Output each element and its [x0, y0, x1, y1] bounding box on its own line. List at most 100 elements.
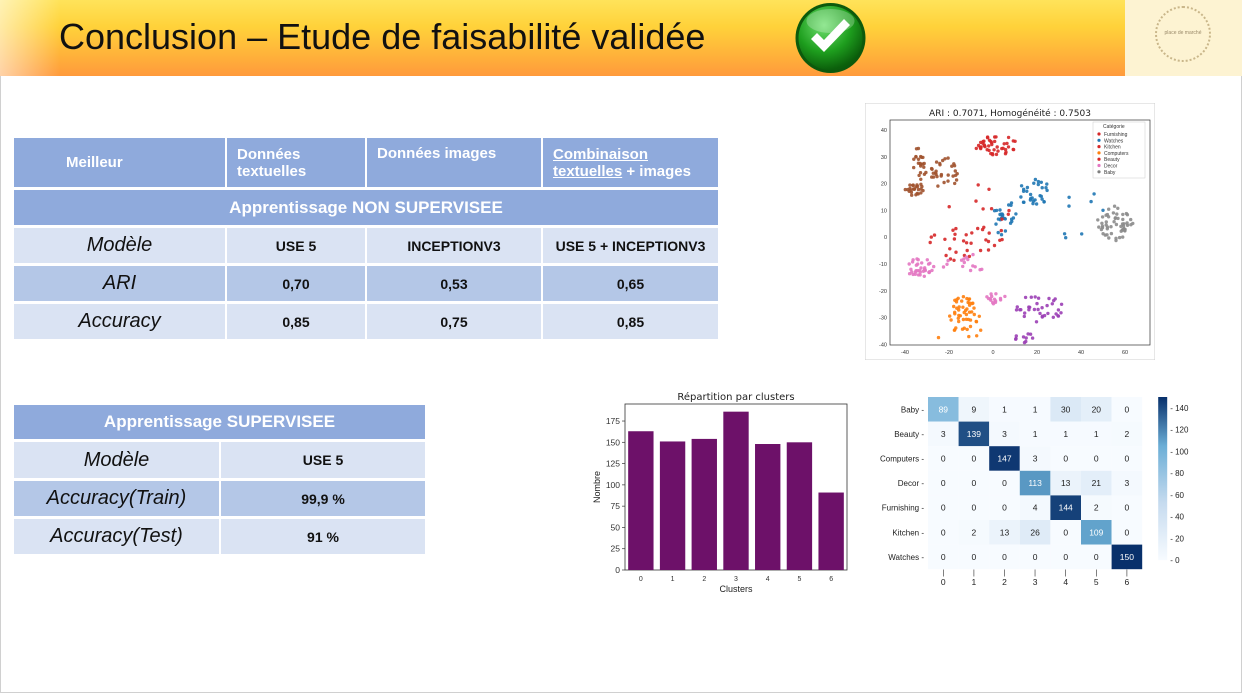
scatter-point — [1092, 192, 1096, 196]
heatmap-cell-value: 0 — [941, 552, 946, 562]
heatmap-cell-value: 3 — [1002, 429, 1007, 439]
scatter-point — [974, 146, 978, 151]
scatter-point — [982, 144, 987, 148]
heatmap-col-label: 1 — [972, 577, 977, 587]
logo-text: place de marché — [1164, 30, 1202, 36]
scatter-point — [961, 264, 965, 269]
heatmap-cell — [1019, 495, 1051, 520]
scatter-point — [998, 238, 1002, 242]
scatter-xtick: -20 — [945, 350, 953, 356]
scatter-point — [1080, 232, 1084, 236]
colorbar-tick-label: - 20 — [1170, 534, 1184, 543]
heatmap-col-label: 3 — [1033, 577, 1038, 587]
scatter-point — [1112, 204, 1117, 208]
scatter-point — [916, 258, 920, 262]
scatter-point — [1123, 227, 1127, 232]
bar-ytick-label: 0 — [615, 565, 620, 575]
scatter-point — [1040, 186, 1044, 190]
scatter-point — [968, 318, 973, 322]
scatter-ytick: -40 — [879, 342, 887, 348]
heatmap-cell-value: 0 — [1125, 454, 1130, 464]
heatmap-cell — [1111, 421, 1143, 447]
scatter-point — [1011, 139, 1015, 143]
scatter-point — [1045, 182, 1049, 186]
scatter-point — [999, 233, 1004, 237]
scatter-point — [1056, 308, 1061, 312]
scatter-point — [1032, 181, 1036, 185]
scatter-point — [1121, 212, 1125, 217]
heatmap-cell — [1019, 446, 1051, 471]
heatmap-cell — [1081, 397, 1112, 422]
scatter-point — [954, 178, 959, 182]
scatter-point — [906, 187, 910, 192]
scatter-point — [928, 261, 932, 265]
scatter-point — [993, 135, 997, 139]
scatter-point — [993, 299, 998, 303]
scatter-point — [948, 314, 952, 318]
header-text-data: Données textuelles — [227, 138, 367, 190]
heatmap-col-label: 4 — [1063, 577, 1068, 587]
heatmap-row-label: Kitchen - — [892, 528, 924, 537]
heatmap-cell-value: 3 — [1125, 478, 1130, 488]
bar — [786, 442, 813, 570]
scatter-point — [1101, 232, 1105, 236]
scatter-point — [943, 237, 947, 241]
scatter-point — [1105, 233, 1109, 237]
scatter-point — [1050, 302, 1054, 306]
scatter-point — [978, 268, 982, 272]
header-meilleur: Meilleur — [14, 138, 227, 190]
heatmap-cell-value: 20 — [1092, 404, 1102, 414]
heatmap-col-tick: | — [973, 570, 975, 577]
scatter-ytick: -30 — [879, 316, 887, 322]
scatter-point — [964, 241, 969, 245]
scatter-point — [1025, 189, 1029, 193]
scatter-point — [1034, 202, 1039, 206]
scatter-point — [1024, 336, 1028, 340]
heatmap-colorbar — [1158, 397, 1168, 561]
heatmap-cell — [958, 520, 990, 545]
scatter-point — [938, 163, 942, 167]
scatter-point — [985, 295, 989, 299]
row-label-accuracy-train: Accuracy(Train) — [14, 481, 221, 519]
scatter-point — [1115, 212, 1119, 216]
scatter-point — [986, 239, 991, 244]
scatter-point — [949, 318, 953, 322]
scatter-point — [984, 238, 988, 242]
heatmap-cell — [928, 470, 959, 496]
heatmap-cell-value: 113 — [1028, 478, 1042, 488]
scatter-point — [1052, 298, 1056, 303]
colorbar-tick-label: - 0 — [1170, 556, 1180, 565]
cell-model-image: INCEPTIONV3 — [367, 228, 543, 266]
scatter-point — [1117, 235, 1122, 240]
row-label-ari: ARI — [14, 266, 227, 304]
scatter-point — [1105, 227, 1109, 231]
scatter-point — [957, 305, 961, 309]
scatter-point — [1022, 200, 1026, 204]
heatmap-cell — [1050, 446, 1081, 471]
scatter-point — [999, 212, 1003, 216]
bar-xtick-label: 5 — [797, 576, 801, 583]
scatter-point — [987, 138, 992, 142]
scatter-point — [1121, 217, 1125, 222]
slide-title: Conclusion – Etude de faisabilité validé… — [59, 16, 706, 57]
scatter-point — [1114, 222, 1119, 227]
colorbar-tick-label: - 120 — [1170, 426, 1189, 435]
scatter-point — [994, 292, 998, 296]
heatmap-cell — [1050, 520, 1081, 545]
scatter-point — [1044, 186, 1048, 190]
heatmap-cell-value: 9 — [972, 404, 977, 414]
scatter-point — [1105, 212, 1110, 217]
scatter-point — [957, 308, 961, 312]
scatter-point — [1021, 189, 1026, 193]
scatter-point — [963, 308, 968, 313]
scatter-point — [976, 183, 980, 187]
heatmap-cell-value: 0 — [972, 478, 977, 488]
header-combination: Combinaison textuelles + images — [543, 138, 720, 190]
scatter-point — [1021, 335, 1026, 339]
scatter-point — [914, 193, 918, 197]
heatmap-col-tick: | — [1065, 570, 1067, 577]
scatter-point — [925, 258, 929, 262]
scatter-point — [919, 266, 923, 270]
scatter-point — [967, 254, 972, 259]
